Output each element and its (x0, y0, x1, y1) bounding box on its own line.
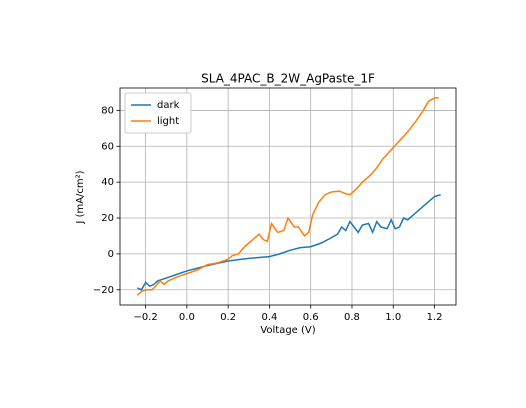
legend-label: light (157, 116, 179, 127)
line-series (136, 97, 439, 296)
x-tick-label: 0.6 (303, 312, 319, 323)
y-tick-label: 40 (101, 177, 114, 188)
y-tick-label: 0 (108, 249, 114, 260)
chart-title: SLA_4PAC_B_2W_AgPaste_1F (201, 72, 375, 86)
legend-box (124, 92, 192, 134)
x-tick-label: 0.0 (179, 312, 195, 323)
legend-label: dark (157, 100, 180, 111)
plot-frame (119, 87, 457, 306)
x-tick-label: 0.4 (261, 312, 277, 323)
x-tick-label: 0.8 (344, 312, 360, 323)
x-tick-label: 0.2 (220, 312, 236, 323)
y-tick-label: 60 (101, 141, 114, 152)
legend: dark light (124, 92, 192, 134)
y-axis-label: J (mA/cm²) (75, 170, 86, 224)
x-tick-label: −0.2 (133, 312, 157, 323)
y-tick-label: 80 (101, 105, 114, 116)
line-series (137, 193, 441, 291)
y-tick-label: −20 (93, 285, 114, 296)
x-axis-label: Voltage (V) (260, 325, 315, 336)
x-tick-label: 1.0 (385, 312, 401, 323)
y-tick-label: 20 (101, 213, 114, 224)
x-tick-label: 1.2 (427, 312, 443, 323)
